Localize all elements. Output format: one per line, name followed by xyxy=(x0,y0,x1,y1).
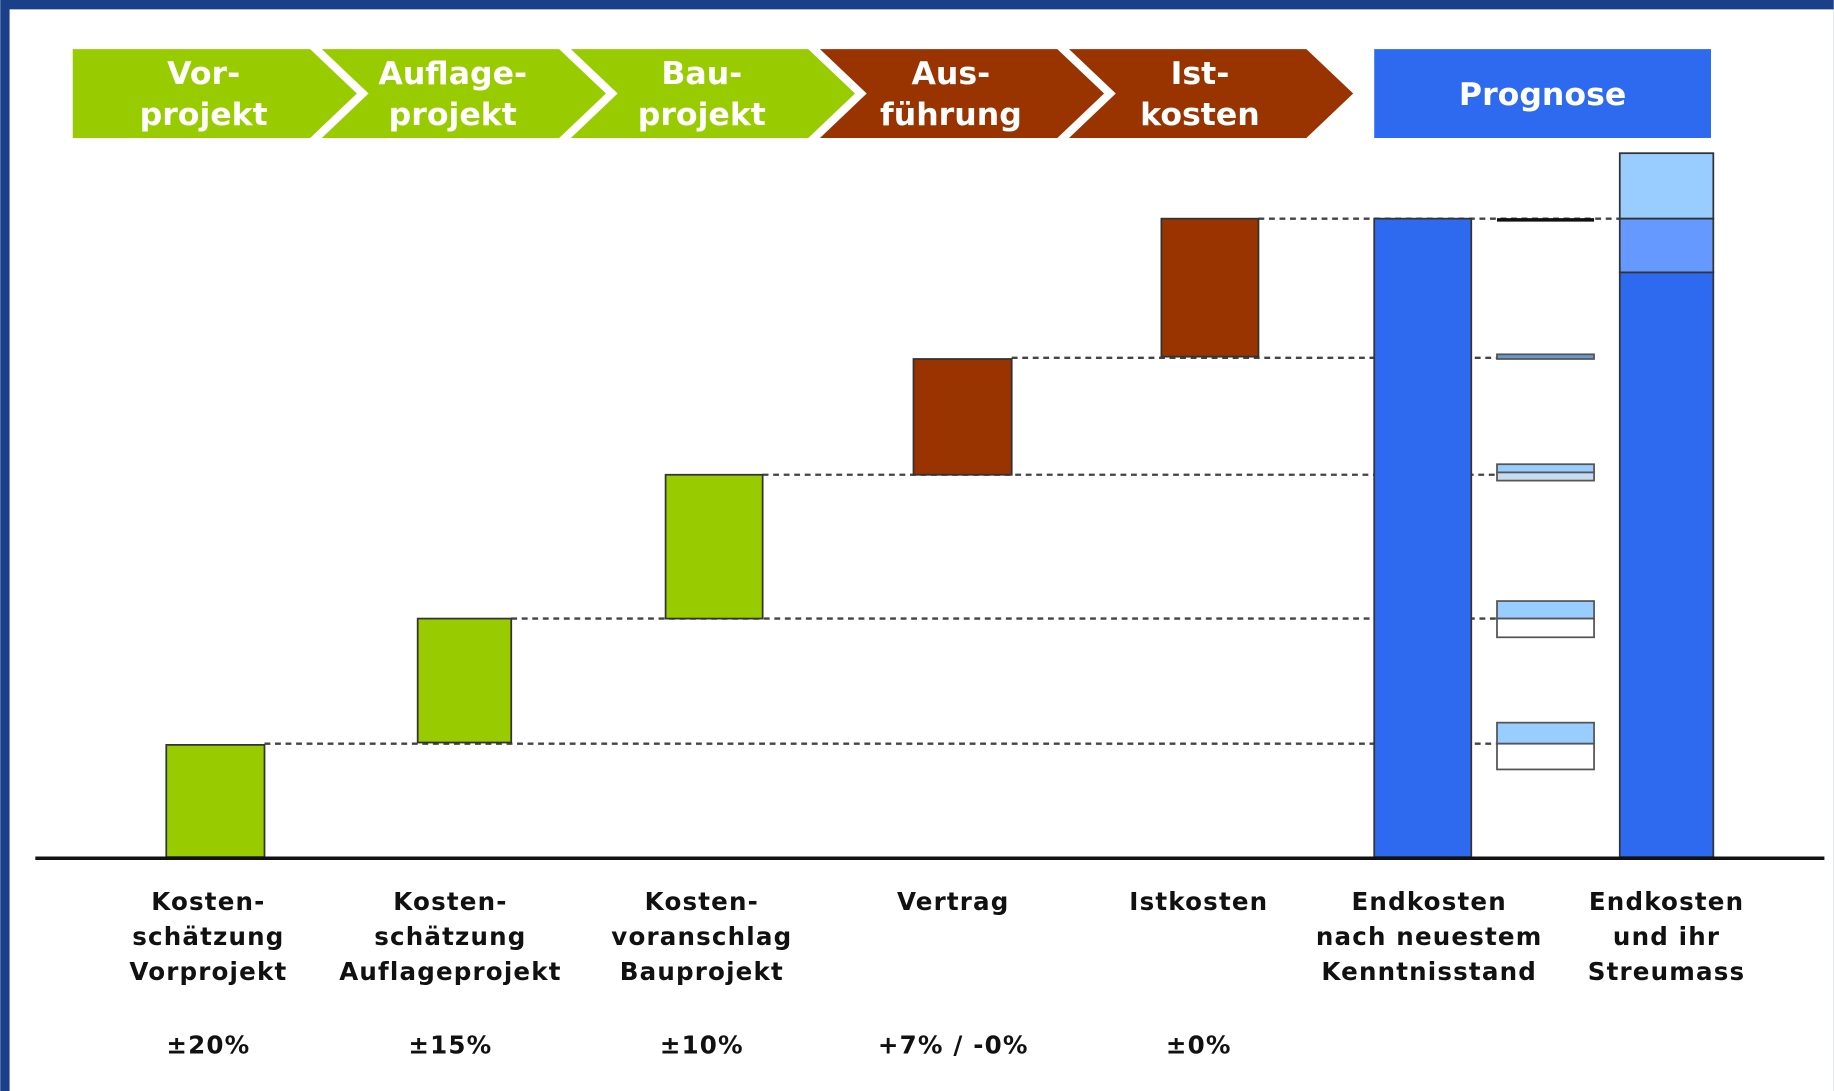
phase-arrow xyxy=(321,49,606,138)
column-label: voranschlag xyxy=(611,922,792,951)
phase-arrow xyxy=(1069,49,1354,138)
bar xyxy=(664,473,764,620)
column-label: nach neuestem xyxy=(1316,922,1543,951)
column-label: Bauprojekt xyxy=(620,957,784,986)
phase-arrow xyxy=(570,49,856,138)
marker xyxy=(1496,742,1595,771)
bar xyxy=(165,743,266,859)
phase-label: Aus- xyxy=(912,56,991,92)
phase-arrows: Vor-projekt Auflage-projekt Bau-projekt Aus… xyxy=(72,49,1354,138)
column-label: Istkosten xyxy=(1129,887,1268,916)
bar xyxy=(1160,217,1260,358)
phase-label: projekt xyxy=(389,97,517,133)
marker xyxy=(1496,617,1595,639)
tolerance: +7% / -0% xyxy=(878,1031,1029,1060)
marker xyxy=(1496,471,1595,482)
phase-label: projekt xyxy=(140,97,268,133)
column-label: Kosten- xyxy=(645,887,759,916)
prognosis-box xyxy=(1374,49,1711,138)
bars xyxy=(165,152,1715,859)
phase-arrow xyxy=(72,49,357,138)
column-label: und ihr xyxy=(1613,922,1720,951)
column-label: Kosten- xyxy=(393,887,507,916)
column-label: schätzung xyxy=(132,922,284,951)
canvas xyxy=(9,9,1834,1091)
phase-label: führung xyxy=(880,97,1022,133)
bar xyxy=(416,617,513,744)
column-label: Endkosten xyxy=(1589,887,1744,916)
tolerance: ±10% xyxy=(660,1031,744,1060)
column-label: Streumass xyxy=(1588,957,1746,986)
column-label: Auflageprojekt xyxy=(339,957,561,986)
column-label: schätzung xyxy=(374,922,526,951)
bar xyxy=(1618,271,1715,859)
phase-arrow xyxy=(819,49,1105,138)
column-label: Vertrag xyxy=(897,887,1010,916)
column-label: Endkosten xyxy=(1352,887,1507,916)
tolerance: ±15% xyxy=(408,1031,492,1060)
marker xyxy=(1496,721,1595,745)
column-label: Kosten- xyxy=(151,887,265,916)
tolerance: ±20% xyxy=(166,1031,250,1060)
marker xyxy=(1496,463,1595,474)
phase-label: Vor- xyxy=(167,56,240,92)
prognosis-label: Prognose xyxy=(1459,77,1626,113)
bar-range-mid xyxy=(1618,217,1715,274)
phase-label: Ist- xyxy=(1171,56,1230,92)
bar xyxy=(912,358,1013,476)
phase-label: Auflage- xyxy=(378,56,527,92)
column-labels: Kosten-schätzung Vorprojekt ±20% Kosten-sch… xyxy=(129,887,1746,1060)
marker xyxy=(1496,353,1595,360)
tolerance: ±0% xyxy=(1166,1031,1232,1060)
column-label: Kenntnisstand xyxy=(1321,957,1537,986)
phase-label: kosten xyxy=(1140,97,1260,133)
column-label: Vorprojekt xyxy=(129,957,287,986)
bar-range-top xyxy=(1618,152,1715,220)
phase-label: Bau- xyxy=(661,56,742,92)
spread-markers xyxy=(1496,218,1595,771)
phase-label: projekt xyxy=(638,97,766,133)
marker xyxy=(1496,600,1595,620)
bar xyxy=(1373,217,1473,859)
